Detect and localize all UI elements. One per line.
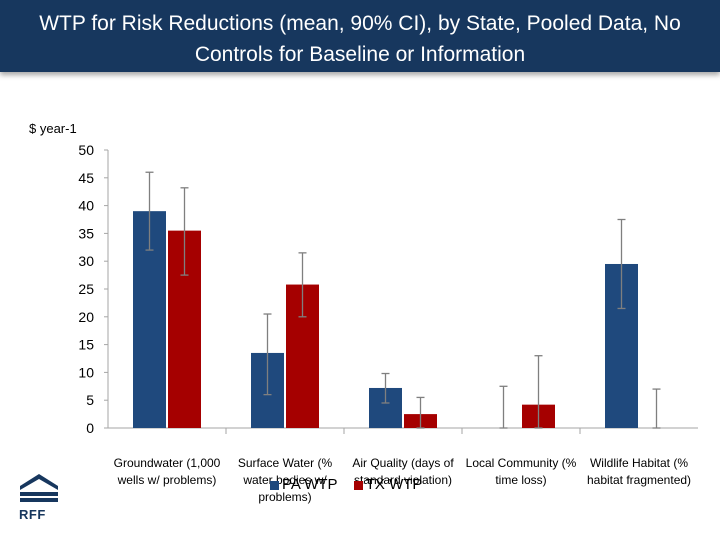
legend-item-tx: TX WTP [353, 476, 423, 493]
rff-logo-icon [20, 474, 58, 502]
category-label-wildlife-habitat: Wildlife Habitat (% habitat fragmented) [586, 456, 692, 487]
legend-item-pa: PA WTP [270, 476, 338, 493]
legend-swatch-tx [353, 480, 363, 490]
y-tick-label: 5 [86, 392, 94, 408]
title-bar: WTP for Risk Reductions (mean, 90% CI), … [0, 0, 720, 72]
category-label-local-community: Local Community (% time loss) [465, 456, 577, 487]
chart-legend: PA WTP TX WTP [270, 476, 434, 493]
y-tick-label: 40 [78, 198, 94, 214]
y-tick-label: 25 [78, 281, 94, 297]
y-tick-label: 20 [78, 309, 94, 325]
y-tick-label: 50 [78, 142, 94, 158]
category-label-surface-water: Surface Water (% water bodies w/ problem… [237, 456, 333, 504]
logo-text: RFF [19, 507, 46, 522]
category-label-air-quality: Air Quality (days of standard violation) [352, 456, 454, 487]
y-tick-label: 0 [86, 420, 94, 436]
legend-label-tx: TX WTP [365, 476, 423, 493]
y-tick-label: 15 [78, 337, 94, 353]
y-tick-label: 35 [78, 225, 94, 241]
slide-title: WTP for Risk Reductions (mean, 90% CI), … [39, 12, 681, 66]
y-axis-unit-label: $ year-1 [29, 121, 77, 136]
y-tick-label: 10 [78, 364, 94, 380]
legend-swatch-pa [270, 480, 279, 490]
category-label-groundwater: Groundwater (1,000 wells w/ problems) [113, 456, 221, 487]
legend-label-pa: PA WTP [282, 476, 338, 493]
y-tick-label: 30 [78, 253, 94, 269]
y-tick-label: 45 [78, 170, 94, 186]
